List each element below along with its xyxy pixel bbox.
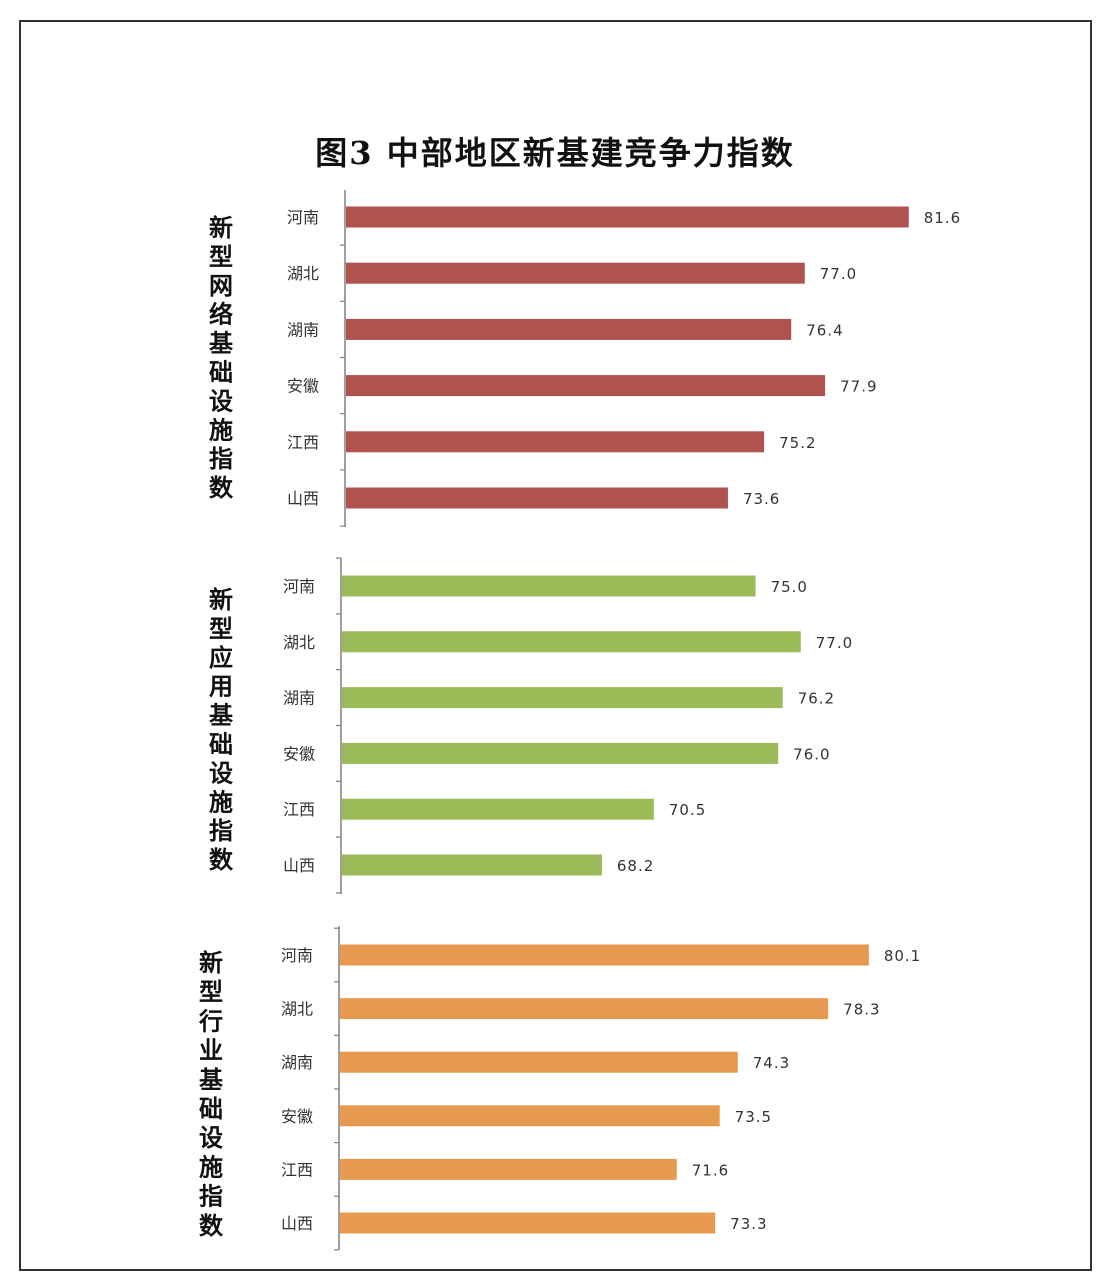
data-label: 76.0 xyxy=(793,745,830,763)
category-label: 河南 xyxy=(287,208,319,227)
bar xyxy=(340,1212,716,1234)
bar xyxy=(346,431,765,453)
data-label: 73.6 xyxy=(743,490,780,508)
data-label: 75.0 xyxy=(771,578,808,596)
bar-group-3: 新型行业基础设施指数 河南 80.1 湖北 78.3 湖南 74.3 安徽 73.5 江西 71.6… xyxy=(198,926,921,1251)
bar xyxy=(342,742,779,764)
bar xyxy=(340,1105,720,1127)
data-label: 73.5 xyxy=(735,1108,772,1126)
category-label: 河南 xyxy=(283,577,315,596)
bar xyxy=(346,375,826,397)
data-label: 68.2 xyxy=(617,857,654,875)
bar xyxy=(342,687,783,709)
category-label: 河南 xyxy=(281,946,313,965)
category-label: 江西 xyxy=(283,800,315,819)
group-label: 新型网络基础设施指数 xyxy=(209,213,234,502)
category-label: 湖北 xyxy=(283,633,315,652)
bar xyxy=(342,798,654,820)
bar xyxy=(346,262,805,284)
bar-group-1: 新型网络基础设施指数 河南 81.6 湖北 77.0 湖南 76.4 安徽 77.9 江西 75.2… xyxy=(209,190,961,527)
category-label: 安徽 xyxy=(283,744,315,763)
category-label: 安徽 xyxy=(287,377,319,396)
bar xyxy=(342,575,756,597)
data-label: 71.6 xyxy=(692,1161,729,1179)
bar-group-2: 新型应用基础设施指数 河南 75.0 湖北 77.0 湖南 76.2 安徽 76.0 江西 70.5… xyxy=(209,557,853,894)
data-label: 70.5 xyxy=(669,801,706,819)
group-label: 新型应用基础设施指数 xyxy=(209,585,234,874)
category-label: 江西 xyxy=(287,433,319,452)
category-label: 湖南 xyxy=(287,320,319,339)
data-label: 76.2 xyxy=(798,690,835,708)
data-label: 73.3 xyxy=(730,1215,767,1233)
data-label: 76.4 xyxy=(806,321,843,339)
category-label: 山西 xyxy=(287,489,319,508)
bar xyxy=(340,944,869,966)
bar xyxy=(342,631,801,653)
group-label: 新型行业基础设施指数 xyxy=(198,948,224,1240)
chart-title: 图3 中部地区新基建竞争力指数 xyxy=(315,134,795,172)
category-label: 山西 xyxy=(281,1214,313,1233)
bar xyxy=(346,487,728,509)
category-label: 湖北 xyxy=(281,1000,313,1019)
category-label: 湖北 xyxy=(287,264,319,283)
category-label: 湖南 xyxy=(281,1053,313,1072)
data-label: 77.0 xyxy=(816,634,853,652)
data-label: 80.1 xyxy=(884,947,921,965)
category-label: 江西 xyxy=(281,1160,313,1179)
category-label: 湖南 xyxy=(283,689,315,708)
data-label: 81.6 xyxy=(924,209,961,227)
category-label: 山西 xyxy=(283,856,315,875)
data-label: 77.0 xyxy=(820,265,857,283)
data-label: 74.3 xyxy=(753,1054,790,1072)
category-label: 安徽 xyxy=(281,1107,313,1126)
bar xyxy=(342,854,602,876)
bar xyxy=(346,206,909,228)
bar xyxy=(340,1158,677,1180)
bar xyxy=(340,1051,738,1073)
bar xyxy=(340,998,829,1020)
data-label: 75.2 xyxy=(779,434,816,452)
data-label: 77.9 xyxy=(840,378,877,396)
bar xyxy=(346,318,792,340)
data-label: 78.3 xyxy=(843,1001,880,1019)
